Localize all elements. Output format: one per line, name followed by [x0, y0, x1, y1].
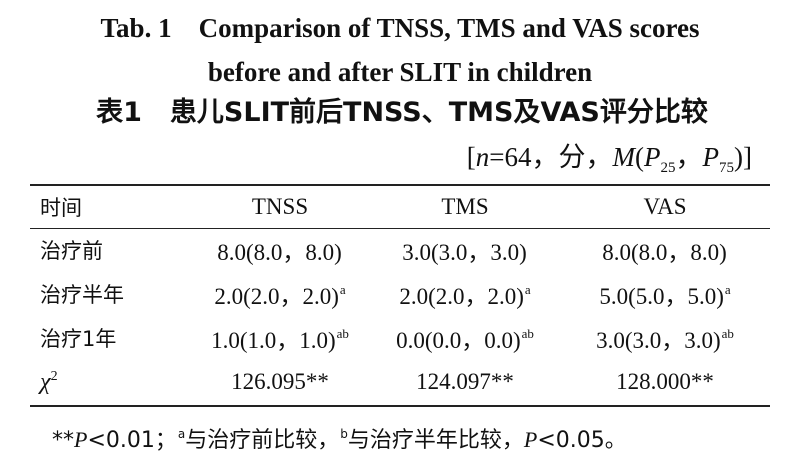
- table-cell: 3.0(3.0，3.0): [370, 228, 560, 272]
- chi-symbol: χ: [40, 368, 51, 395]
- cell-value: 0.0(0.0，0.0): [396, 328, 521, 353]
- cell-superscript: a: [724, 282, 731, 297]
- footnote-text-a: 与治疗前比较，: [185, 428, 340, 453]
- stat-p25-var: P: [644, 142, 661, 172]
- stat-p75-var: P: [702, 142, 720, 172]
- stat-p25-sub: 25: [660, 160, 676, 176]
- footnote-p2: P: [523, 427, 538, 452]
- table-title-en-line2: before and after SLIT in children: [207, 57, 593, 87]
- footnote-p1-text: <0.01；: [87, 428, 177, 453]
- table-cell: 5.0(5.0，5.0)a: [560, 272, 770, 316]
- footnote-sup-a: a: [177, 427, 186, 441]
- stat-p75-sub: 75: [719, 160, 735, 176]
- chi-power: 2: [50, 368, 58, 384]
- table-top-rule: [30, 184, 770, 186]
- footnote-p1: P: [74, 427, 88, 452]
- table-title-en-line1: Tab. 1 Comparison of TNSS, TMS and VAS s…: [100, 13, 700, 43]
- table-footnote: **P<0.01；a与治疗前比较，b与治疗半年比较，P<0.05。: [52, 420, 627, 455]
- cell-superscript: ab: [336, 326, 349, 341]
- table-row: 治疗前 8.0(8.0，8.0) 3.0(3.0，3.0) 8.0(8.0，8.…: [30, 228, 770, 272]
- col-header-time: 时间: [40, 196, 82, 220]
- chi-square-label: χ2: [30, 360, 190, 404]
- row-label: 治疗1年: [40, 327, 117, 351]
- cell-superscript: a: [339, 282, 346, 297]
- table-number-zh: 表1: [96, 97, 142, 128]
- table-cell: 124.097**: [416, 369, 514, 394]
- col-header-tms: TMS: [441, 194, 489, 219]
- table-header-rule: [30, 228, 770, 229]
- table-caption-zh: 患儿SLIT前后TNSS、TMS及VAS评分比较: [169, 97, 708, 128]
- stat-paren-open: (: [635, 142, 645, 172]
- stat-m-var: M: [612, 142, 636, 172]
- cell-value: 3.0(3.0，3.0): [596, 328, 721, 353]
- table-bottom-rule: [30, 405, 770, 407]
- table-header-row: 时间 TNSS TMS VAS: [30, 186, 770, 228]
- row-label: 治疗前: [40, 239, 103, 263]
- row-label: 治疗半年: [40, 283, 124, 307]
- table-cell: 0.0(0.0，0.0)ab: [370, 316, 560, 360]
- table-row: 治疗半年 2.0(2.0，2.0)a 2.0(2.0，2.0)a 5.0(5.0…: [30, 272, 770, 316]
- table-cell: 128.000**: [616, 369, 714, 394]
- cell-superscript: ab: [721, 326, 734, 341]
- footnote-p2-text: <0.05。: [537, 428, 627, 453]
- footnote-sup-b: b: [340, 427, 348, 441]
- table-cell: 8.0(8.0，8.0): [190, 228, 370, 272]
- table-cell: 126.095**: [231, 369, 329, 394]
- cell-value: 8.0(8.0，8.0): [602, 240, 727, 265]
- cell-value: 2.0(2.0，2.0): [399, 284, 524, 309]
- table-cell: 8.0(8.0，8.0): [560, 228, 770, 272]
- stat-n-var: n: [475, 142, 490, 172]
- table-row: 治疗1年 1.0(1.0，1.0)ab 0.0(0.0，0.0)ab 3.0(3…: [30, 316, 770, 360]
- table-row-chi-square: χ2 126.095** 124.097** 128.000**: [30, 360, 770, 404]
- cell-value: 5.0(5.0，5.0): [599, 284, 724, 309]
- comparison-table: 时间 TNSS TMS VAS 治疗前 8.0(8.0，8.0) 3.0(3.0…: [30, 186, 770, 404]
- cell-value: 8.0(8.0，8.0): [217, 240, 342, 265]
- statistics-note: [n=64，分，M(P25，P75)]: [467, 140, 752, 185]
- col-header-vas: VAS: [643, 194, 687, 219]
- stat-open-bracket: [: [466, 142, 476, 172]
- table-title-zh: 表1 患儿SLIT前后TNSS、TMS及VAS评分比较: [0, 96, 800, 130]
- footnote-text-b: 与治疗半年比较，: [347, 428, 524, 453]
- col-header-tnss: TNSS: [251, 194, 309, 219]
- table-cell: 2.0(2.0，2.0)a: [190, 272, 370, 316]
- cell-value: 3.0(3.0，3.0): [402, 240, 527, 265]
- cell-superscript: ab: [521, 326, 534, 341]
- cell-value: 1.0(1.0，1.0): [211, 328, 336, 353]
- table-cell: 1.0(1.0，1.0)ab: [190, 316, 370, 360]
- footnote-stars: **: [52, 428, 74, 453]
- table-cell: 2.0(2.0，2.0)a: [370, 272, 560, 316]
- cell-value: 2.0(2.0，2.0): [214, 284, 339, 309]
- stat-n-value: =64，分，: [489, 142, 613, 172]
- table-cell: 3.0(3.0，3.0)ab: [560, 316, 770, 360]
- cell-superscript: a: [524, 282, 531, 297]
- stat-close-bracket: )]: [734, 142, 752, 172]
- stat-comma: ，: [675, 142, 703, 172]
